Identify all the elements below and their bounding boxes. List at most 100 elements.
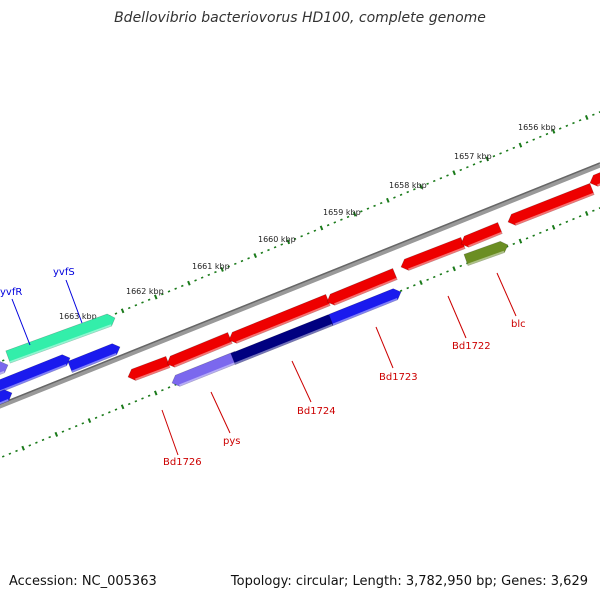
gene-arrow-partial-2 — [0, 389, 13, 405]
gene-arrow-bd1723-red-highlight — [334, 277, 398, 306]
tick-mark — [127, 402, 131, 406]
gene-arrow-bd1722 — [400, 237, 466, 271]
tick-mark — [584, 115, 589, 120]
tick-mark — [525, 141, 529, 144]
gene-label-yvfR: yvfR — [0, 287, 22, 298]
tick-mark — [492, 155, 496, 158]
tick-mark — [227, 265, 231, 268]
gene-arrow-bd1723-highlight — [332, 297, 398, 326]
tick-mark — [558, 223, 562, 226]
tick-mark — [54, 431, 59, 437]
tick-mark — [21, 445, 25, 451]
leader-blc — [496, 272, 517, 317]
tick-mark — [1, 359, 5, 362]
tick-mark — [432, 275, 436, 279]
tick-mark — [147, 298, 151, 301]
gene-arrow-bd1726-highlight — [135, 365, 171, 381]
tick-mark — [565, 124, 569, 127]
tick-mark — [207, 273, 211, 277]
gene-arrow-bd1725 — [166, 332, 233, 368]
tick-mark — [485, 156, 490, 162]
tick-mark — [373, 204, 376, 208]
tick-mark — [8, 452, 12, 455]
gene-arrow-blc-highlight — [467, 250, 505, 266]
tick-mark — [578, 119, 582, 122]
tick-mark — [187, 280, 191, 286]
tick-mark — [572, 121, 575, 125]
tick-mark — [505, 149, 509, 152]
gene-arrow-pys — [171, 351, 240, 387]
leader-bd1723 — [375, 326, 394, 369]
gene-arrow-bd1726 — [127, 355, 171, 381]
tick-mark — [379, 201, 383, 205]
gene-label-Bd1723: Bd1723 — [379, 372, 418, 383]
map-title: Bdellovibrio bacteriovorus HD100, comple… — [114, 10, 486, 26]
tick-label: 1661 kbp — [192, 262, 230, 271]
tick-mark — [551, 224, 556, 230]
tick-mark — [141, 397, 144, 400]
tick-mark — [518, 142, 523, 148]
tick-mark — [260, 251, 264, 254]
gene-label-Bd1726: Bd1726 — [163, 457, 202, 468]
tick-mark — [512, 146, 516, 150]
tick-mark — [446, 270, 449, 273]
tick-mark — [286, 239, 291, 245]
gene-arrow-yvfs — [5, 313, 116, 364]
tick-mark — [180, 284, 184, 288]
tick-mark — [220, 266, 224, 272]
tick-mark — [413, 188, 416, 191]
tick-mark — [439, 273, 443, 276]
tick-mark — [352, 211, 357, 217]
gene-arrow-pys-highlight — [179, 360, 240, 387]
gene-arrow-partial-2-highlight — [0, 398, 9, 405]
tick-mark — [466, 166, 469, 169]
tick-mark — [101, 413, 105, 417]
tick-mark — [200, 276, 204, 279]
tick-mark — [419, 184, 423, 190]
gene-arrow-bd1723-red — [326, 268, 398, 306]
gene-label-yvfS: yvfS — [53, 267, 75, 278]
tick-mark — [359, 210, 363, 213]
tick-mark — [194, 279, 197, 282]
gene-arrow-yvfr — [0, 354, 71, 393]
leader-bd1724 — [291, 360, 312, 403]
tick-mark — [81, 422, 85, 425]
tick-mark — [452, 266, 456, 272]
tick-mark — [134, 304, 138, 307]
tick-mark — [1, 455, 5, 458]
tick-mark — [247, 257, 250, 260]
tick-label: 1662 kbp — [126, 287, 164, 296]
label-leader-lines — [11, 272, 517, 456]
leader-yvfr — [11, 298, 31, 346]
gene-arrow-bd1722-highlight — [408, 246, 466, 271]
tick-mark — [446, 174, 449, 177]
tick-mark — [452, 170, 456, 176]
tick-mark — [87, 418, 92, 424]
tick-label: 1658 kbp — [389, 181, 427, 190]
tick-mark — [306, 232, 310, 235]
tick-mark — [399, 193, 403, 196]
tick-mark — [153, 390, 158, 396]
tick-mark — [147, 394, 151, 397]
tick-label: 1656 kbp — [518, 123, 556, 132]
gene-arrow-yvfs-highlight — [9, 324, 112, 364]
tick-mark — [459, 264, 463, 268]
gene-arrow-bd1723 — [328, 288, 402, 326]
tick-mark — [572, 217, 575, 221]
tick-mark — [94, 416, 98, 419]
tick-mark — [578, 215, 582, 218]
backbone-shadow — [0, 162, 600, 405]
gene-label-group: yvfR yvfS Bd1726 pys Bd1724 Bd1723 Bd172… — [0, 267, 526, 468]
gene-arrow-yvft-highlight — [71, 352, 117, 373]
tick-mark — [386, 197, 390, 203]
leader-bd1726 — [161, 409, 179, 456]
tick-mark — [532, 234, 536, 237]
tick-mark — [253, 253, 257, 259]
tick-mark — [28, 444, 32, 447]
leader-yvfs — [65, 279, 83, 324]
tick-mark — [413, 284, 416, 287]
gene-label-blc: blc — [511, 319, 526, 330]
tick-mark — [439, 177, 443, 180]
tick-mark — [293, 237, 297, 241]
